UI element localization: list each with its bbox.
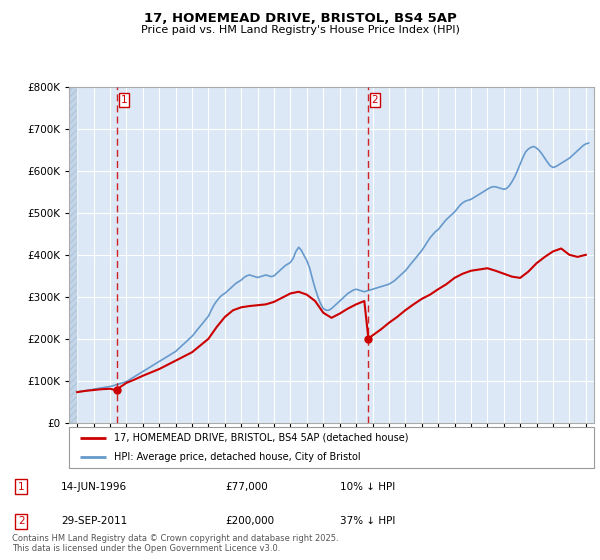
Text: £200,000: £200,000 (225, 516, 274, 526)
Text: Price paid vs. HM Land Registry's House Price Index (HPI): Price paid vs. HM Land Registry's House … (140, 25, 460, 35)
Text: 1: 1 (121, 95, 127, 105)
Text: 17, HOMEMEAD DRIVE, BRISTOL, BS4 5AP: 17, HOMEMEAD DRIVE, BRISTOL, BS4 5AP (143, 12, 457, 25)
FancyBboxPatch shape (69, 427, 594, 468)
Text: 2: 2 (371, 95, 379, 105)
Text: 10% ↓ HPI: 10% ↓ HPI (340, 482, 395, 492)
Text: 37% ↓ HPI: 37% ↓ HPI (340, 516, 395, 526)
Text: £77,000: £77,000 (225, 482, 268, 492)
Text: 17, HOMEMEAD DRIVE, BRISTOL, BS4 5AP (detached house): 17, HOMEMEAD DRIVE, BRISTOL, BS4 5AP (de… (113, 433, 408, 443)
Bar (69, 87, 77, 423)
Text: 29-SEP-2011: 29-SEP-2011 (61, 516, 127, 526)
Text: Contains HM Land Registry data © Crown copyright and database right 2025.
This d: Contains HM Land Registry data © Crown c… (12, 534, 338, 553)
Text: 14-JUN-1996: 14-JUN-1996 (61, 482, 127, 492)
Text: 2: 2 (18, 516, 25, 526)
Text: 1: 1 (18, 482, 25, 492)
Text: HPI: Average price, detached house, City of Bristol: HPI: Average price, detached house, City… (113, 452, 360, 462)
